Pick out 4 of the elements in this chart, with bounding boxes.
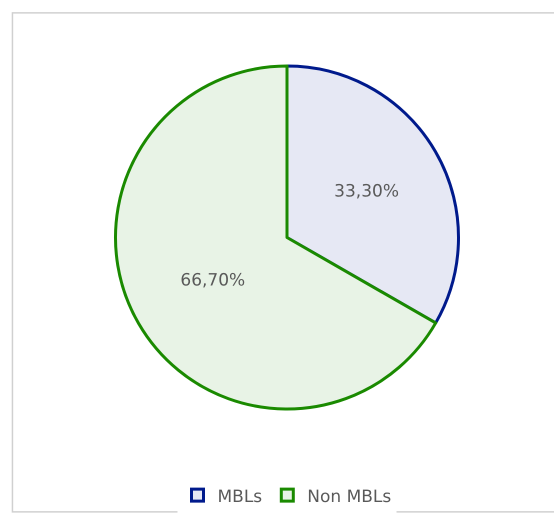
data-label: 66,70% <box>180 270 246 290</box>
legend-label: Non MBLs <box>307 486 392 507</box>
legend-label: MBLs <box>218 486 262 507</box>
data-label: 33,30% <box>334 181 399 202</box>
